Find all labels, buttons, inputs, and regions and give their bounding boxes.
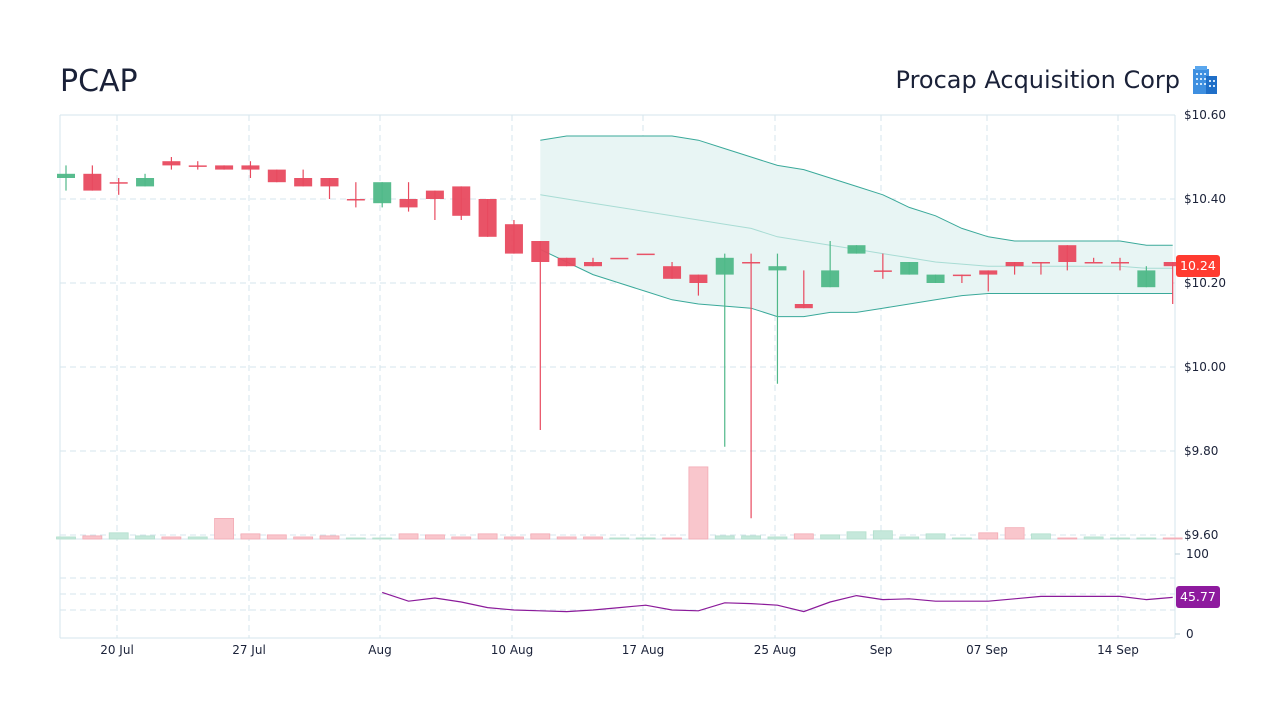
- svg-text:0: 0: [1186, 627, 1194, 641]
- svg-text:$10.60: $10.60: [1184, 108, 1226, 122]
- company-name-group: Procap Acquisition Corp: [896, 66, 1218, 94]
- svg-text:$9.60: $9.60: [1184, 528, 1218, 542]
- svg-text:25 Aug: 25 Aug: [754, 643, 797, 657]
- svg-text:07 Sep: 07 Sep: [966, 643, 1008, 657]
- price-candles: [57, 157, 1182, 519]
- last-price-badge: 10.24: [1176, 255, 1220, 278]
- rsi-value-badge: 45.77: [1176, 586, 1220, 609]
- svg-text:27 Jul: 27 Jul: [232, 643, 266, 657]
- time-axis: 20 Jul 27 Jul Aug 10 Aug 17 Aug 25 Aug Sep 07 S…: [100, 643, 1139, 657]
- grid-lines: [59, 114, 1176, 639]
- svg-text:100: 100: [1186, 547, 1209, 561]
- svg-text:14 Sep: 14 Sep: [1097, 643, 1139, 657]
- svg-text:$10.20: $10.20: [1184, 276, 1226, 290]
- svg-text:$10.00: $10.00: [1184, 360, 1226, 374]
- price-axis: $10.60 $10.40 $10.20 $10.00 $9.80 $9.60 100 0: [1175, 108, 1226, 641]
- rsi-panel: [382, 591, 1173, 613]
- svg-text:Sep: Sep: [870, 643, 893, 657]
- bollinger-bands: [540, 135, 1173, 318]
- svg-text:17 Aug: 17 Aug: [622, 643, 665, 657]
- svg-text:$9.80: $9.80: [1184, 444, 1218, 458]
- office-building-icon: [1193, 66, 1217, 94]
- svg-text:$10.40: $10.40: [1184, 192, 1226, 206]
- company-name: Procap Acquisition Corp: [895, 66, 1180, 94]
- volume-bars: [56, 466, 1183, 540]
- svg-text:20 Jul: 20 Jul: [100, 643, 134, 657]
- ticker-symbol: PCAP: [60, 64, 138, 99]
- svg-text:Aug: Aug: [368, 643, 391, 657]
- svg-text:10 Aug: 10 Aug: [491, 643, 534, 657]
